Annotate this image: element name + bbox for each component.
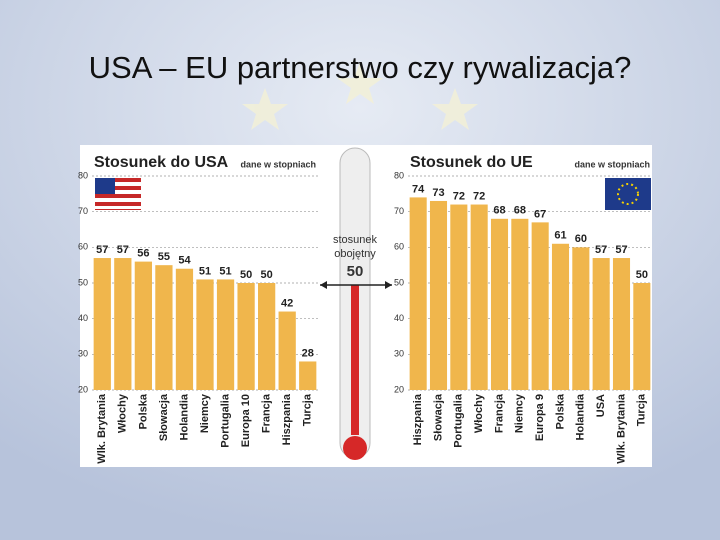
value-label: 61 [554, 230, 566, 242]
value-label: 57 [615, 244, 627, 256]
value-label: 73 [432, 187, 444, 199]
bar [612, 258, 631, 390]
x-tick-label: Słowacja [432, 393, 444, 441]
value-label: 72 [473, 190, 485, 202]
bar [155, 265, 173, 390]
flag-eu [605, 178, 651, 210]
y-tick-label: 30 [78, 349, 88, 359]
value-label: 54 [178, 255, 191, 267]
value-label: 56 [137, 248, 149, 260]
value-label: 51 [219, 265, 231, 277]
bar [278, 311, 296, 390]
x-tick-label: Wlk. Brytania [615, 393, 627, 464]
value-label: 74 [412, 183, 425, 195]
thermometer [320, 147, 392, 460]
y-tick-label: 80 [394, 170, 404, 180]
value-label: 57 [96, 244, 108, 256]
x-tick-label: Portugalia [219, 393, 231, 448]
bar [114, 258, 132, 390]
bar [258, 283, 276, 390]
x-tick-label: Słowacja [158, 393, 170, 441]
bar [531, 222, 549, 390]
x-tick-label: Holandia [575, 393, 587, 440]
x-tick-label: Europa 10 [240, 394, 252, 447]
thermometer-label: stosunek [333, 234, 378, 246]
y-tick-label: 40 [78, 313, 88, 323]
slide-title: USA – EU partnerstwo czy rywalizacja? [89, 50, 632, 85]
y-tick-label: 20 [394, 384, 404, 394]
y-tick-label: 60 [78, 242, 88, 252]
y-tick-label: 50 [394, 277, 404, 287]
y-tick-label: 30 [394, 349, 404, 359]
value-label: 67 [534, 208, 546, 220]
y-tick-label: 80 [78, 170, 88, 180]
value-label: 42 [281, 297, 293, 309]
x-tick-label: Europa 9 [534, 394, 546, 441]
value-label: 68 [514, 205, 526, 217]
bar [429, 200, 448, 390]
x-tick-label: Turcja [636, 393, 648, 426]
x-tick-label: Polska [554, 393, 566, 429]
value-label: 28 [302, 347, 314, 359]
x-tick-label: Francja [493, 393, 505, 433]
value-label: 72 [453, 190, 465, 202]
bar [196, 279, 214, 390]
bar [450, 204, 468, 390]
bar [551, 243, 570, 390]
x-tick-label: Hiszpania [412, 393, 424, 445]
value-label: 50 [261, 269, 273, 281]
bar [490, 218, 509, 390]
chart-title: Stosunek do USA [94, 154, 229, 171]
bar [216, 279, 235, 390]
bar [511, 218, 529, 390]
value-label: 50 [240, 269, 252, 281]
value-label: 57 [595, 244, 607, 256]
x-tick-label: Holandia [178, 393, 190, 440]
x-tick-label: Włochy [117, 393, 129, 433]
value-label: 50 [636, 269, 648, 281]
x-tick-label: Włochy [473, 393, 485, 433]
bar [134, 261, 152, 390]
chart-subtitle: dane w stopniach [574, 159, 650, 169]
bar [572, 247, 590, 390]
x-tick-label: Wlk. Brytania [96, 393, 108, 464]
y-tick-label: 60 [394, 242, 404, 252]
chart-title: Stosunek do UE [410, 154, 533, 171]
x-tick-label: Niemcy [514, 393, 526, 433]
bar [633, 283, 651, 390]
y-tick-label: 70 [78, 206, 88, 216]
x-tick-label: Hiszpania [281, 393, 293, 445]
x-tick-label: Polska [137, 393, 149, 429]
thermometer-value: 50 [347, 263, 364, 280]
x-tick-label: Portugalia [453, 393, 465, 448]
value-label: 60 [575, 233, 587, 245]
y-tick-label: 40 [394, 313, 404, 323]
thermometer-label: obojętny [334, 248, 376, 260]
chart-subtitle: dane w stopniach [240, 159, 316, 169]
value-label: 68 [493, 205, 505, 217]
bar [237, 283, 255, 390]
bar [592, 258, 610, 390]
x-tick-label: Turcja [302, 393, 314, 426]
stars [242, 62, 478, 130]
bar [93, 258, 111, 390]
flag-usa [95, 178, 141, 210]
bar [470, 204, 488, 390]
y-tick-label: 70 [394, 206, 404, 216]
value-label: 57 [117, 244, 129, 256]
bar [409, 197, 427, 390]
y-tick-label: 20 [78, 384, 88, 394]
value-label: 51 [199, 265, 211, 277]
x-tick-label: USA [595, 394, 607, 417]
x-tick-label: Francja [261, 393, 273, 433]
value-label: 55 [158, 251, 170, 263]
x-tick-label: Niemcy [199, 393, 211, 433]
bar [299, 361, 317, 390]
y-tick-label: 50 [78, 277, 88, 287]
bar [175, 268, 194, 390]
